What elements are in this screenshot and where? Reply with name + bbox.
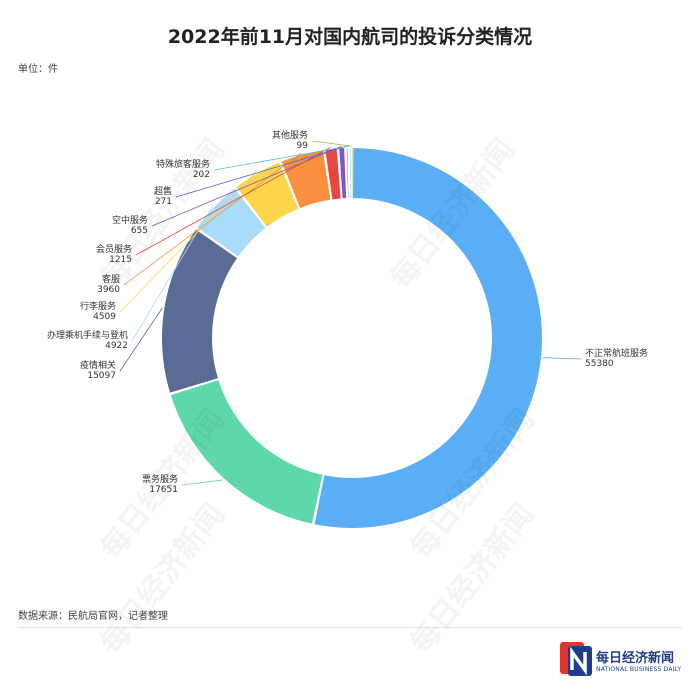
footer-divider <box>18 627 682 628</box>
slice-irregular-flight[interactable] <box>314 148 542 529</box>
slice-value-epidemic: 15097 <box>87 371 116 381</box>
leader-line-special-passenger <box>213 145 350 171</box>
leader-line-other <box>311 140 352 147</box>
brand-logo: 每日经济新闻 NATIONAL BUSINESS DAILY <box>558 640 688 680</box>
leader-line-ticketing <box>181 479 223 486</box>
slice-value-baggage: 4509 <box>93 312 116 322</box>
slice-value-customer-service: 3960 <box>97 285 120 295</box>
slice-value-special-passenger: 202 <box>193 170 210 180</box>
slice-value-overbooking: 271 <box>155 197 172 207</box>
slice-baggage[interactable] <box>236 162 299 227</box>
slice-label-irregular-flight: 不正常航班服务 <box>585 347 648 359</box>
slice-membership[interactable] <box>325 148 341 200</box>
slice-value-other: 99 <box>297 141 309 151</box>
leader-line-check-in <box>131 205 214 342</box>
leader-line-membership <box>135 146 331 256</box>
leader-line-epidemic <box>119 307 163 372</box>
logo-name: 每日经济新闻 <box>596 651 675 666</box>
leader-line-in-flight <box>151 145 342 227</box>
leader-line-customer-service <box>123 152 302 286</box>
leader-line-irregular-flight <box>542 357 582 360</box>
slice-label-customer-service: 客服 <box>102 273 120 285</box>
slice-label-in-flight: 空中服务 <box>112 214 148 226</box>
data-source-note: 数据来源：民航局官网，记者整理 <box>18 611 168 622</box>
slice-label-overbooking: 超售 <box>154 185 172 197</box>
slice-epidemic[interactable] <box>162 229 237 393</box>
slice-value-membership: 1215 <box>109 255 132 265</box>
slice-value-irregular-flight: 55380 <box>585 359 614 369</box>
chart-title: 2022年前11月对国内航司的投诉分类情况 <box>167 26 533 48</box>
slice-check-in[interactable] <box>197 188 266 257</box>
slice-label-special-passenger: 特殊旅客服务 <box>156 158 210 170</box>
slice-label-check-in: 办理乘机手续与登机 <box>47 329 128 341</box>
slice-overbooking[interactable] <box>346 148 349 199</box>
slice-in-flight[interactable] <box>339 148 347 199</box>
logo-mark-icon <box>560 642 592 676</box>
slice-value-in-flight: 655 <box>131 226 148 236</box>
slice-label-ticketing: 票务服务 <box>142 473 178 485</box>
slice-value-check-in: 4922 <box>105 341 128 351</box>
unit-label: 单位：件 <box>18 64 58 75</box>
logo-subtitle: NATIONAL BUSINESS DAILY <box>596 666 682 673</box>
slice-ticketing[interactable] <box>170 380 323 524</box>
slice-value-ticketing: 17651 <box>149 485 178 495</box>
slice-label-membership: 会员服务 <box>96 243 132 255</box>
leader-line-baggage <box>119 171 257 313</box>
leader-line-overbooking <box>175 145 348 198</box>
slice-customer-service[interactable] <box>281 150 331 208</box>
slice-label-baggage: 行李服务 <box>80 300 116 312</box>
slice-label-epidemic: 疫情相关 <box>80 359 116 371</box>
slice-label-other: 其他服务 <box>272 129 308 141</box>
slice-special-passenger[interactable] <box>349 148 351 199</box>
